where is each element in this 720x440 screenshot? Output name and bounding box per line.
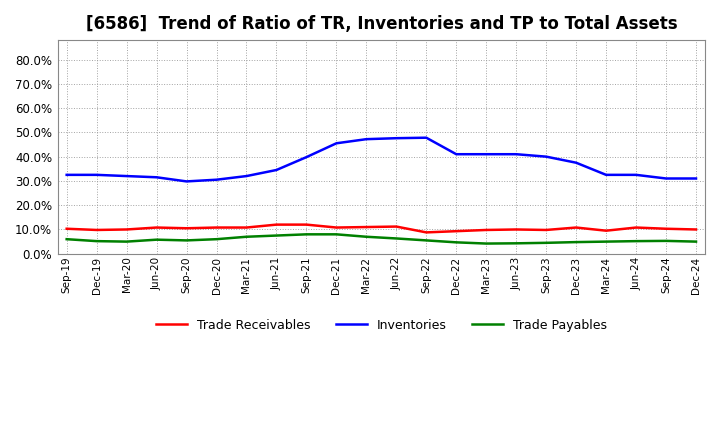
Trade Payables <box>63 237 71 242</box>
Line: Inventories: Inventories <box>67 138 696 181</box>
Trade Receivables <box>272 222 281 227</box>
Trade Payables <box>92 238 101 244</box>
Trade Receivables <box>63 226 71 231</box>
Inventories <box>272 167 281 172</box>
Inventories <box>302 154 311 160</box>
Trade Receivables <box>542 227 551 233</box>
Trade Receivables <box>392 224 400 229</box>
Title: [6586]  Trend of Ratio of TR, Inventories and TP to Total Assets: [6586] Trend of Ratio of TR, Inventories… <box>86 15 677 33</box>
Inventories <box>63 172 71 177</box>
Trade Payables <box>242 234 251 239</box>
Inventories <box>392 136 400 141</box>
Trade Receivables <box>362 224 371 230</box>
Trade Payables <box>452 240 461 245</box>
Trade Payables <box>572 239 580 245</box>
Trade Receivables <box>572 225 580 230</box>
Trade Payables <box>662 238 670 243</box>
Trade Receivables <box>332 225 341 230</box>
Trade Receivables <box>482 227 490 233</box>
Inventories <box>542 154 551 159</box>
Trade Receivables <box>602 228 611 233</box>
Inventories <box>482 151 490 157</box>
Inventories <box>422 135 431 140</box>
Line: Trade Receivables: Trade Receivables <box>67 225 696 232</box>
Inventories <box>122 173 131 179</box>
Trade Payables <box>302 232 311 237</box>
Trade Receivables <box>512 227 521 232</box>
Trade Payables <box>182 238 191 243</box>
Trade Payables <box>152 237 161 242</box>
Inventories <box>152 175 161 180</box>
Inventories <box>362 136 371 142</box>
Trade Receivables <box>631 225 640 230</box>
Inventories <box>631 172 640 177</box>
Trade Receivables <box>212 225 221 230</box>
Inventories <box>602 172 611 177</box>
Trade Payables <box>122 239 131 244</box>
Line: Trade Payables: Trade Payables <box>67 235 696 244</box>
Trade Payables <box>512 241 521 246</box>
Trade Receivables <box>692 227 701 232</box>
Trade Payables <box>631 238 640 244</box>
Trade Receivables <box>422 230 431 235</box>
Trade Payables <box>482 241 490 246</box>
Inventories <box>512 151 521 157</box>
Inventories <box>452 151 461 157</box>
Trade Payables <box>602 239 611 244</box>
Inventories <box>182 179 191 184</box>
Trade Receivables <box>452 228 461 234</box>
Inventories <box>572 160 580 165</box>
Inventories <box>242 173 251 179</box>
Trade Receivables <box>152 225 161 230</box>
Inventories <box>92 172 101 177</box>
Trade Receivables <box>662 226 670 231</box>
Legend: Trade Receivables, Inventories, Trade Payables: Trade Receivables, Inventories, Trade Pa… <box>150 314 612 337</box>
Trade Payables <box>362 234 371 239</box>
Inventories <box>332 141 341 146</box>
Inventories <box>212 177 221 182</box>
Trade Payables <box>692 239 701 244</box>
Trade Receivables <box>242 225 251 230</box>
Inventories <box>692 176 701 181</box>
Trade Receivables <box>122 227 131 232</box>
Trade Payables <box>392 236 400 241</box>
Trade Receivables <box>182 226 191 231</box>
Inventories <box>662 176 670 181</box>
Trade Receivables <box>92 227 101 233</box>
Trade Payables <box>542 240 551 246</box>
Trade Payables <box>212 237 221 242</box>
Trade Payables <box>332 232 341 237</box>
Trade Receivables <box>302 222 311 227</box>
Trade Payables <box>422 238 431 243</box>
Trade Payables <box>272 233 281 238</box>
